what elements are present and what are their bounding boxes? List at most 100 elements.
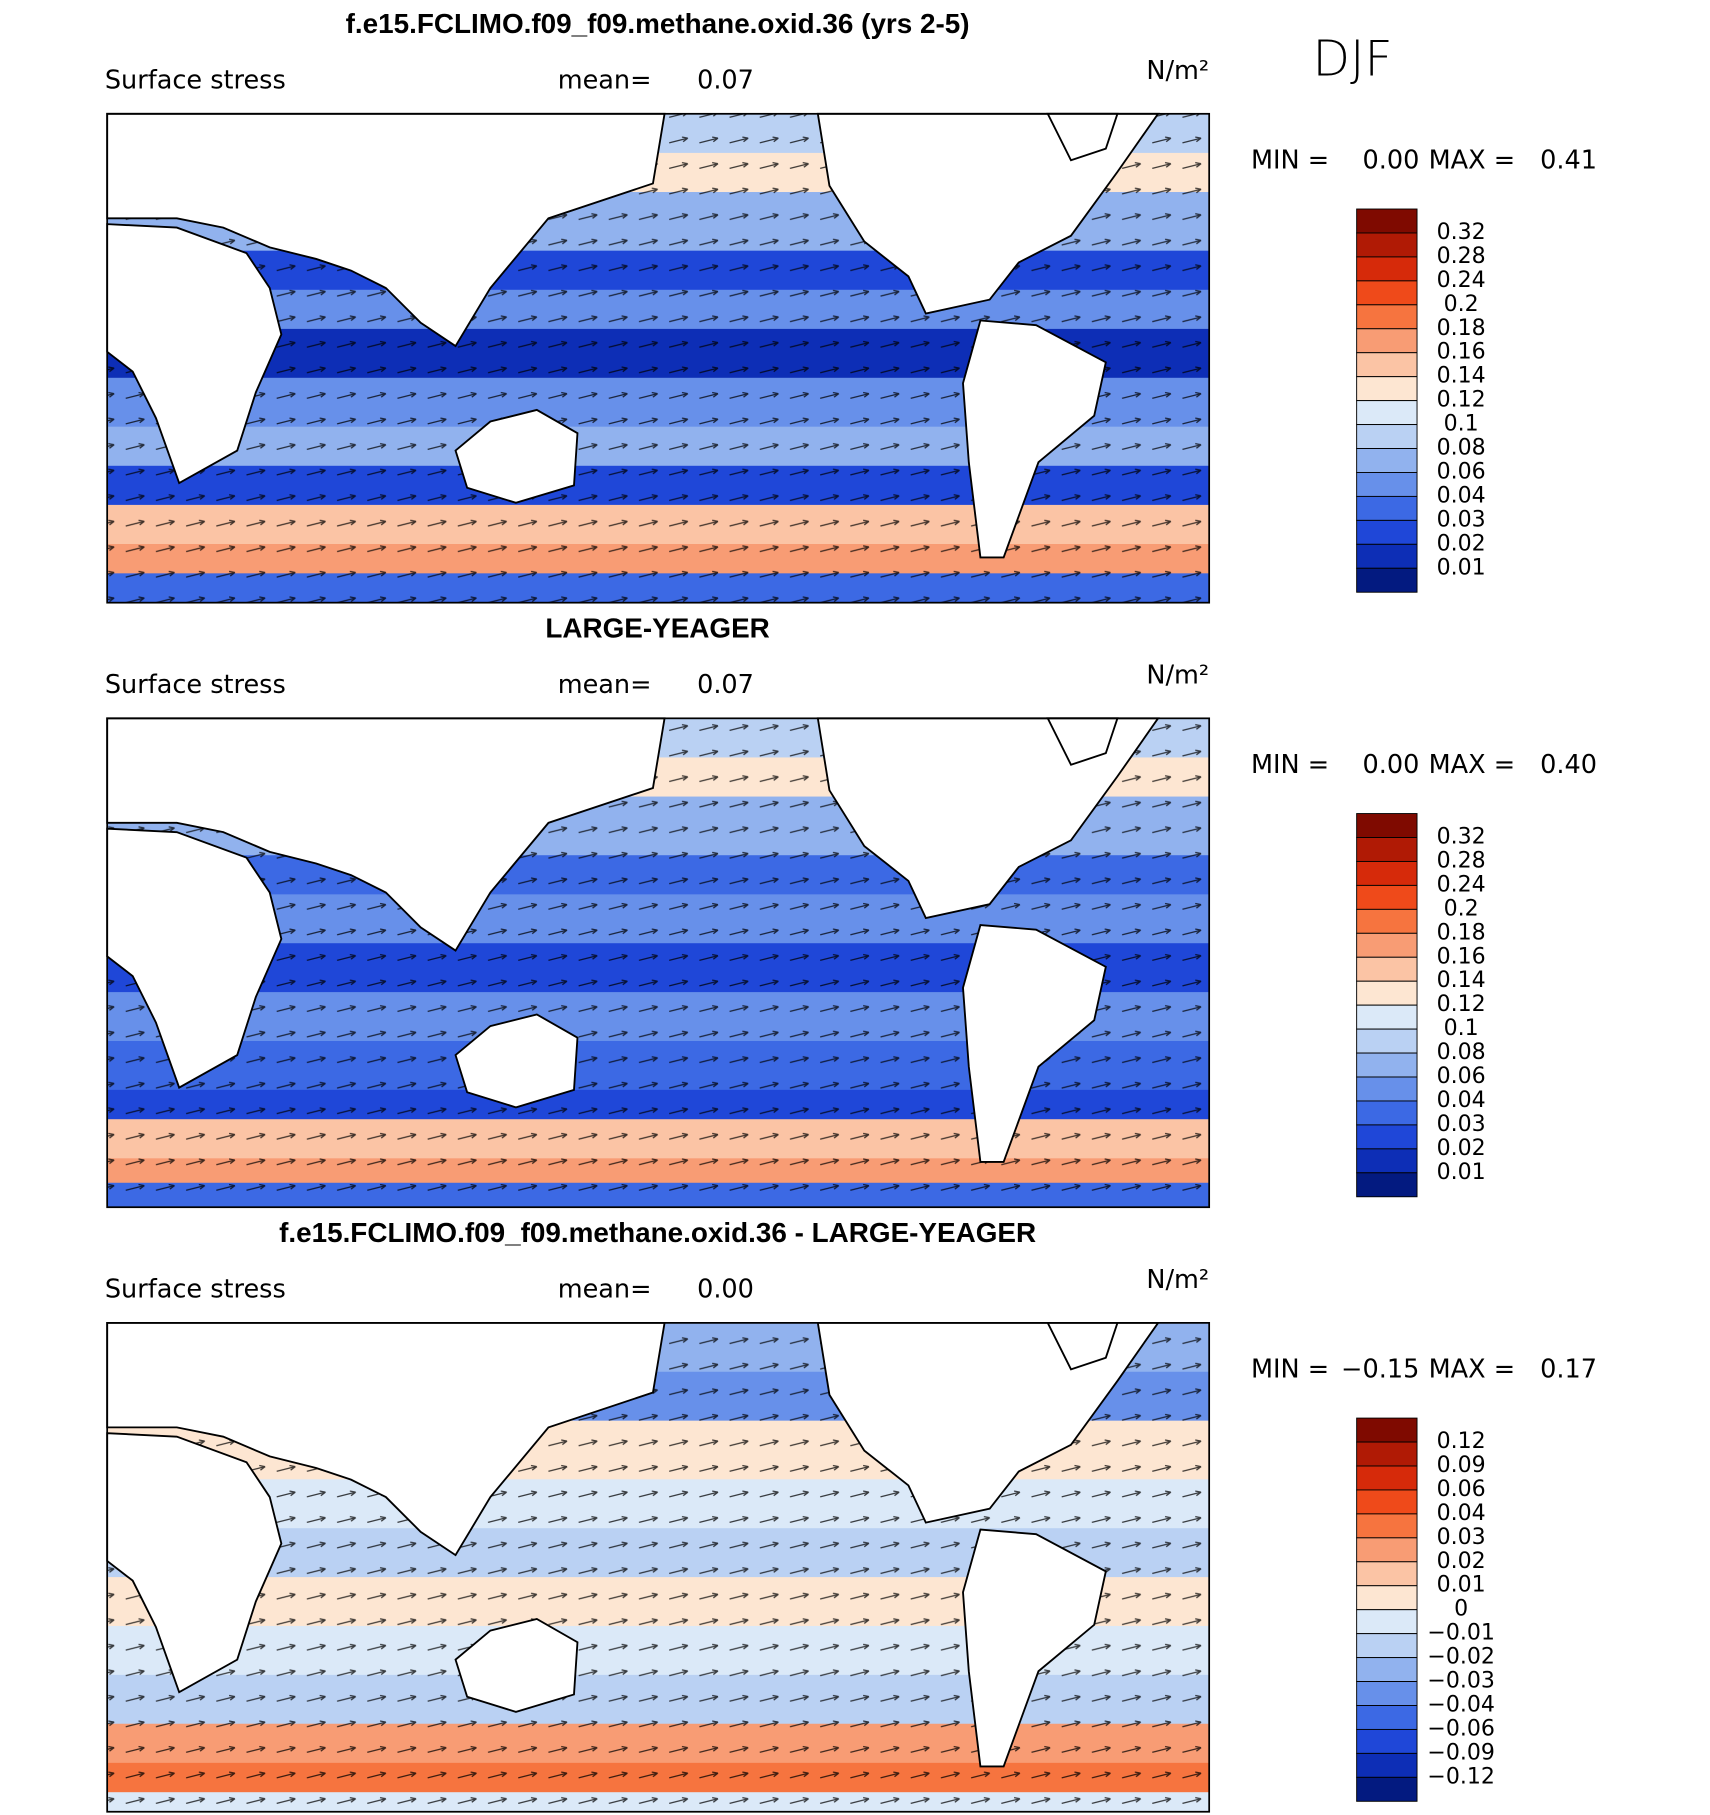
colorbar-box [1356,400,1418,426]
colorbar-box [1356,376,1418,402]
colorbar-box [1356,232,1418,258]
colorbar-box [1356,860,1418,886]
colorbar-label: 0.01 [1437,1160,1486,1185]
colorbar-box [1356,1004,1418,1030]
colorbar-box [1356,980,1418,1006]
colorbar-label: 0.24 [1437,268,1486,293]
land [106,1321,666,1557]
land [454,1617,579,1713]
land [962,1528,1107,1768]
colorbar-box [1356,1585,1418,1611]
colorbar-box [1356,256,1418,282]
colorbar-label: 0.1 [1444,1016,1479,1041]
colorbar-box [1356,424,1418,449]
colorbar-box [1356,543,1418,569]
colorbar-box [1356,1561,1418,1587]
colorbar-box [1356,567,1418,593]
mean-label: mean= [558,1274,652,1304]
mean-label: mean= [558,65,652,95]
colorbar-box [1356,472,1418,497]
colorbar-box [1356,1100,1418,1126]
colorbar-box [1356,519,1418,545]
land [962,924,1107,1163]
land [962,319,1107,559]
colorbar-label: 0.06 [1437,1064,1486,1089]
panel: f.e15.FCLIMO.f09_f09.methane.oxid.36 (yr… [105,8,1597,604]
colorbar-label: 0.12 [1437,388,1486,413]
colorbar-box [1356,1417,1418,1443]
max-value: 0.41 [1540,145,1597,175]
colorbar-label: 0.24 [1437,872,1486,897]
colorbar-box [1356,908,1418,934]
colorbar-box [1356,1657,1418,1683]
colorbar-label: −0.06 [1427,1716,1495,1741]
colorbar-box [1356,932,1418,958]
colorbar-box [1356,1728,1418,1754]
colorbar-box [1356,1537,1418,1563]
colorbar-label: −0.09 [1427,1740,1495,1765]
map-frame [106,717,1211,1209]
colorbar-box [1356,956,1418,982]
colorbar-label: 0.04 [1437,1501,1486,1526]
colorbar-box [1356,1681,1418,1706]
colorbar-box [1356,1609,1418,1635]
colorbar-label: 0.04 [1437,1088,1486,1113]
panel: f.e15.FCLIMO.f09_f09.methane.oxid.36 - L… [105,1217,1597,1813]
colorbar-label: 0.28 [1437,848,1486,873]
colorbar-label: 0.18 [1437,920,1486,945]
colorbar-label: 0.32 [1437,825,1486,850]
variable-name: Surface stress [105,65,286,95]
map-frame [106,1322,1211,1813]
colorbar-box [1356,813,1418,838]
panel-title: LARGE-YEAGER [545,612,769,643]
min-value: 0.00 [1362,750,1419,780]
land [816,1321,1160,1524]
colorbar-label: 0.1 [1444,412,1479,437]
colorbar-label: 0.08 [1437,436,1486,461]
colorbar-box [1356,304,1418,330]
land [106,112,666,348]
colorbar-label: 0 [1454,1597,1468,1622]
colorbar-box [1356,837,1418,862]
colorbar-label: 0.12 [1437,992,1486,1017]
land [106,827,283,1089]
max-label: MAX = [1429,1354,1516,1384]
colorbar-label: −0.04 [1427,1692,1495,1717]
colorbar-label: 0.2 [1444,896,1479,921]
panel-title: f.e15.FCLIMO.f09_f09.methane.oxid.36 (yr… [346,8,970,39]
colorbar-box [1356,1124,1418,1150]
colorbar-box [1356,495,1418,521]
colorbar-box [1356,352,1418,378]
colorbar-label: 0.16 [1437,944,1486,969]
colorbar-label: 0.01 [1437,1573,1486,1598]
max-value: 0.17 [1540,1354,1597,1384]
colorbar-box [1356,1028,1418,1054]
panel-title: f.e15.FCLIMO.f09_f09.methane.oxid.36 - L… [279,1217,1036,1248]
colorbar-label: −0.01 [1427,1621,1495,1646]
mean-value: 0.07 [697,670,754,700]
max-label: MAX = [1429,750,1516,780]
colorbar-label: 0.12 [1437,1429,1486,1454]
land [106,1432,283,1694]
colorbar-box [1356,1076,1418,1102]
colorbar-label: 0.04 [1437,483,1486,508]
min-value: −0.15 [1341,1354,1419,1384]
mean-value: 0.07 [697,65,754,95]
colorbar-label: 0.06 [1437,459,1486,484]
min-label: MIN = [1251,750,1329,780]
colorbar-label: 0.08 [1437,1040,1486,1065]
colorbar-box [1356,1172,1418,1198]
colorbar-label: 0.32 [1437,220,1486,245]
land [454,408,579,504]
min-value: 0.00 [1362,145,1419,175]
units: N/m² [1146,56,1209,86]
colorbar-box [1356,1513,1418,1539]
mean-label: mean= [558,670,652,700]
season-label: DJF [1313,31,1393,88]
colorbar-label: 0.03 [1437,1112,1486,1137]
land [454,1013,579,1109]
colorbar-label: 0.28 [1437,244,1486,269]
colorbar-label: −0.02 [1427,1645,1495,1670]
